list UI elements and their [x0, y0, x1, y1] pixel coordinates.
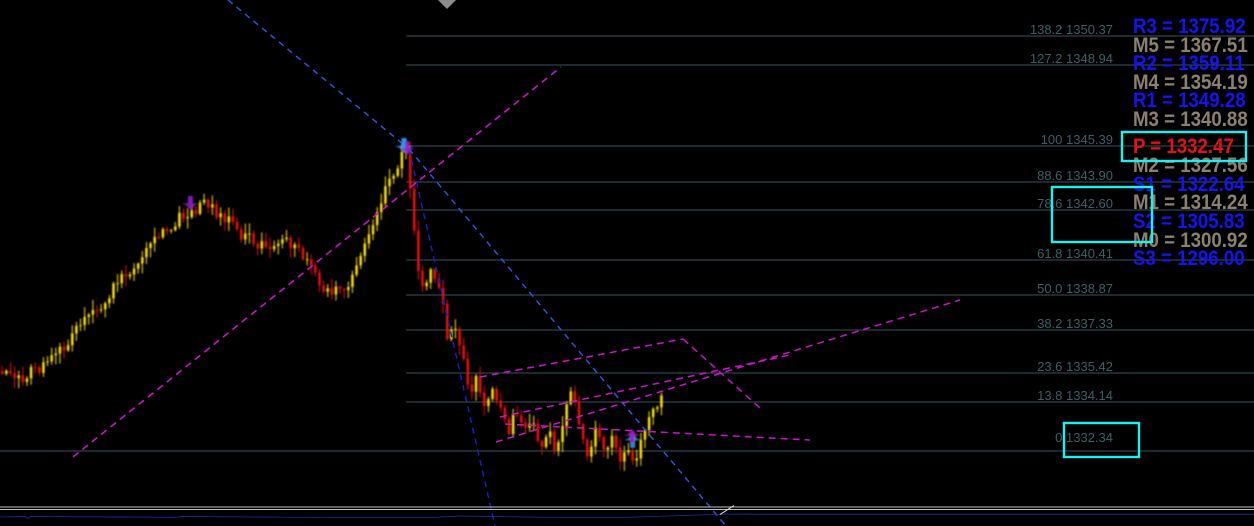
svg-text:127.2 1348.94: 127.2 1348.94: [1030, 51, 1113, 66]
svg-text:50.0 1338.87: 50.0 1338.87: [1037, 281, 1113, 296]
svg-text:61.8 1340.41: 61.8 1340.41: [1037, 246, 1113, 261]
svg-text:M3 = 1340.88: M3 = 1340.88: [1133, 108, 1248, 131]
svg-text:S3 = 1296.00: S3 = 1296.00: [1133, 247, 1245, 270]
svg-text:100 1345.39: 100 1345.39: [1041, 132, 1113, 147]
svg-text:13.8 1334.14: 13.8 1334.14: [1037, 388, 1113, 403]
svg-text:138.2 1350.37: 138.2 1350.37: [1030, 22, 1113, 37]
svg-text:78.6 1342.60: 78.6 1342.60: [1037, 196, 1113, 211]
svg-text:38.2 1337.33: 38.2 1337.33: [1037, 316, 1113, 331]
svg-text:88.6 1343.90: 88.6 1343.90: [1037, 168, 1113, 183]
svg-text:23.6 1335.42: 23.6 1335.42: [1037, 359, 1113, 374]
